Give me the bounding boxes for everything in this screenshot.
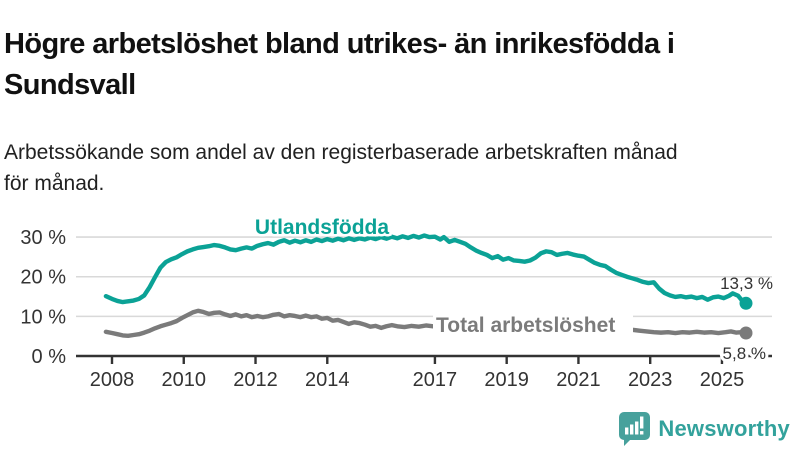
label-backing: [433, 312, 633, 338]
x-tick-label: 2025: [700, 369, 745, 391]
end-dot-utlandsfodda: [739, 296, 753, 310]
x-tick-label: 2019: [484, 369, 529, 391]
x-tick-label: 2023: [628, 369, 673, 391]
x-tick-label: 2010: [162, 369, 207, 391]
series-line-total: [103, 308, 749, 338]
chart-subtitle: Arbetssökande som andel av den registerb…: [4, 141, 678, 195]
end-label-utlandsfodda: 13,3 %: [720, 274, 773, 293]
y-tick-label: 30 %: [20, 227, 66, 249]
y-tick-label: 0 %: [32, 346, 67, 368]
series-label-utlandsfodda: Utlandsfödda: [255, 216, 389, 239]
y-tick-label: 20 %: [20, 267, 66, 289]
bar-chart-speech-bubble-icon: [619, 412, 651, 446]
x-tick-label: 2017: [413, 369, 458, 391]
x-tick-label: 2012: [233, 369, 278, 391]
series-label-total: Total arbetslöshet: [436, 314, 615, 337]
x-tick-label: 2021: [556, 369, 601, 391]
end-label-total: 5,8 %: [723, 344, 766, 363]
y-tick-label: 10 %: [20, 306, 66, 328]
brand-name: Newsworthy: [658, 416, 790, 441]
end-dot-total: [739, 326, 753, 340]
newsworthy-logo: Newsworthy: [618, 410, 790, 448]
speech-bubble-shape: [619, 412, 651, 446]
x-tick-label: 2014: [305, 369, 350, 391]
page-title: Högre arbetslöshet bland utrikes- än inr…: [4, 28, 675, 102]
series-line-utlandsfodda: [103, 233, 749, 306]
x-tick-label: 2008: [90, 369, 135, 391]
